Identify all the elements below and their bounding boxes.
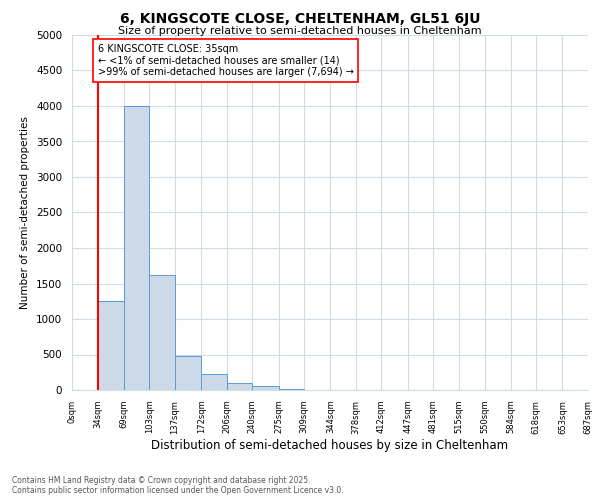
Bar [227,383,252,390]
Text: 6 KINGSCOTE CLOSE: 35sqm
← <1% of semi-detached houses are smaller (14)
>99% of : 6 KINGSCOTE CLOSE: 35sqm ← <1% of semi-d… [98,44,353,78]
Bar [175,356,201,390]
X-axis label: Distribution of semi-detached houses by size in Cheltenham: Distribution of semi-detached houses by … [151,440,509,452]
Bar [201,374,227,390]
Bar [124,106,149,390]
Text: 6, KINGSCOTE CLOSE, CHELTENHAM, GL51 6JU: 6, KINGSCOTE CLOSE, CHELTENHAM, GL51 6JU [120,12,480,26]
Bar [149,275,175,390]
Bar [252,386,278,390]
Y-axis label: Number of semi-detached properties: Number of semi-detached properties [20,116,31,309]
Text: Contains HM Land Registry data © Crown copyright and database right 2025.
Contai: Contains HM Land Registry data © Crown c… [12,476,344,495]
Bar [98,301,124,390]
Text: Size of property relative to semi-detached houses in Cheltenham: Size of property relative to semi-detach… [118,26,482,36]
Bar [278,389,304,390]
